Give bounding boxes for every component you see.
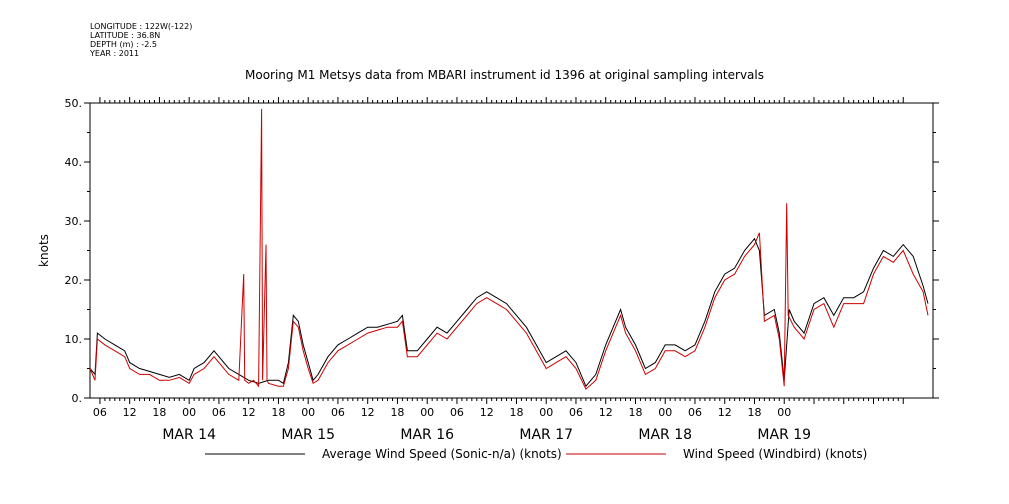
x-tick-label: 18 bbox=[509, 406, 523, 419]
x-tick-label: 12 bbox=[718, 406, 732, 419]
meta-year: YEAR : 2011 bbox=[90, 49, 140, 58]
x-tick-label: 06 bbox=[212, 406, 226, 419]
x-tick-label: 12 bbox=[361, 406, 375, 419]
metadata-block: LONGITUDE : 122W(-122) LATITUDE : 36.8N … bbox=[90, 22, 192, 58]
x-tick-label: 06 bbox=[93, 406, 107, 419]
x-tick-label: 00 bbox=[182, 406, 196, 419]
x-tick-label: 12 bbox=[242, 406, 256, 419]
x-tick-label: 00 bbox=[420, 406, 434, 419]
x-day-label: MAR 14 bbox=[162, 427, 216, 443]
y-tick-label: 10. bbox=[65, 333, 83, 346]
x-tick-label: 18 bbox=[152, 406, 166, 419]
y-tick-label: 0. bbox=[72, 392, 83, 405]
x-day-label: MAR 18 bbox=[638, 427, 692, 443]
x-day-label: MAR 19 bbox=[757, 427, 811, 443]
axis-ticks bbox=[84, 97, 939, 404]
axis-labels: 0. 10. 20. 30. 40. 50. 06 12 18 00 06 12 18 00 06 12 18 0… bbox=[37, 97, 811, 443]
x-tick-label: 06 bbox=[569, 406, 583, 419]
meta-latitude: LATITUDE : 36.8N bbox=[90, 31, 161, 40]
x-tick-label: 12 bbox=[480, 406, 494, 419]
y-tick-label: 50. bbox=[65, 97, 83, 110]
legend-label-0: Average Wind Speed (Sonic-n/a) (knots) bbox=[322, 447, 562, 461]
x-day-label: MAR 16 bbox=[400, 427, 454, 443]
x-tick-label: 00 bbox=[777, 406, 791, 419]
x-tick-label: 18 bbox=[390, 406, 404, 419]
x-tick-label: 06 bbox=[450, 406, 464, 419]
x-tick-label: 18 bbox=[271, 406, 285, 419]
x-day-label: MAR 17 bbox=[519, 427, 573, 443]
x-tick-label: 12 bbox=[123, 406, 137, 419]
y-axis-label: knots bbox=[37, 234, 51, 267]
y-tick-label: 40. bbox=[65, 156, 83, 169]
series-line-0 bbox=[89, 237, 929, 388]
x-tick-label: 06 bbox=[688, 406, 702, 419]
x-tick-label: 00 bbox=[539, 406, 553, 419]
x-tick-label: 18 bbox=[747, 406, 761, 419]
legend-label-1: Wind Speed (Windbird) (knots) bbox=[683, 447, 867, 461]
y-tick-label: 20. bbox=[65, 274, 83, 287]
legend: Average Wind Speed (Sonic-n/a) (knots) Wi… bbox=[205, 447, 867, 461]
x-tick-label: 00 bbox=[301, 406, 315, 419]
x-tick-label: 00 bbox=[658, 406, 672, 419]
chart-title: Mooring M1 Metsys data from MBARI instru… bbox=[245, 68, 764, 82]
x-tick-label: 12 bbox=[599, 406, 613, 419]
x-day-label: MAR 15 bbox=[281, 427, 335, 443]
x-tick-label: 18 bbox=[628, 406, 642, 419]
series-line-1 bbox=[89, 108, 929, 390]
meta-depth: DEPTH (m) : -2.5 bbox=[90, 40, 157, 49]
y-tick-label: 30. bbox=[65, 215, 83, 228]
meta-longitude: LONGITUDE : 122W(-122) bbox=[90, 22, 193, 31]
x-tick-label: 06 bbox=[331, 406, 345, 419]
series-lines bbox=[89, 108, 929, 390]
